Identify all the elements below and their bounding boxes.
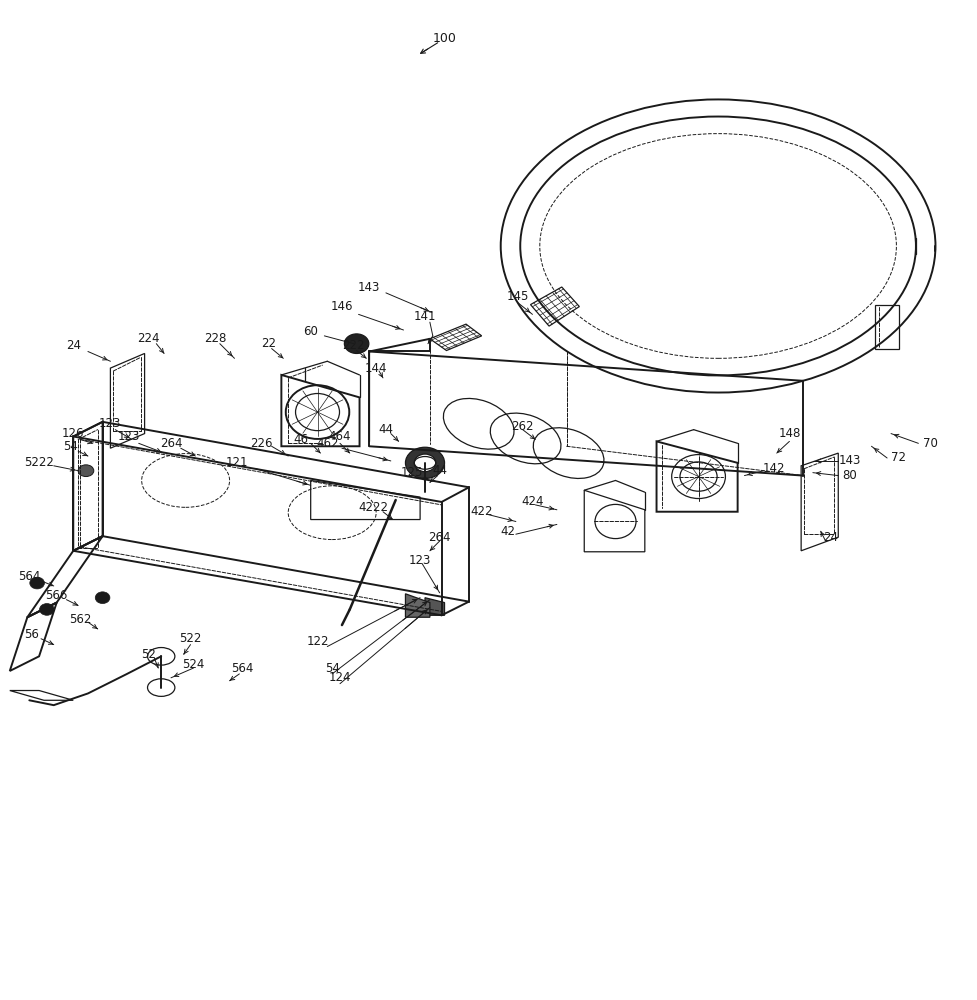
Text: 124: 124 (328, 671, 352, 684)
Text: 52: 52 (141, 648, 156, 661)
Text: 123: 123 (409, 554, 431, 567)
Text: 562: 562 (69, 613, 91, 626)
Ellipse shape (29, 577, 45, 589)
Text: 100: 100 (433, 32, 456, 45)
Text: 44: 44 (378, 423, 394, 436)
Text: 24: 24 (823, 531, 838, 544)
Text: 464: 464 (328, 430, 352, 443)
Text: 524: 524 (183, 658, 204, 671)
Text: 5222: 5222 (24, 456, 54, 469)
Text: 566: 566 (46, 589, 67, 602)
Text: 125: 125 (402, 466, 423, 479)
Text: 144: 144 (364, 362, 388, 375)
Text: 226: 226 (250, 437, 274, 450)
Text: 126: 126 (62, 427, 85, 440)
Text: 564: 564 (232, 662, 253, 675)
Text: 142: 142 (762, 462, 786, 475)
Text: 46: 46 (293, 433, 309, 446)
Text: 44: 44 (432, 464, 447, 477)
Text: 264: 264 (428, 531, 451, 544)
Ellipse shape (78, 465, 94, 477)
Text: 72: 72 (891, 451, 907, 464)
Ellipse shape (405, 447, 445, 479)
Ellipse shape (39, 604, 54, 615)
Text: 122: 122 (306, 635, 329, 648)
Text: 70: 70 (922, 437, 938, 450)
Text: 146: 146 (330, 300, 354, 313)
Polygon shape (425, 598, 445, 615)
Text: 80: 80 (842, 469, 858, 482)
Ellipse shape (414, 454, 436, 472)
Text: 564: 564 (19, 570, 40, 583)
Text: 4222: 4222 (359, 501, 388, 514)
Text: 222: 222 (342, 339, 365, 352)
Text: 145: 145 (507, 290, 529, 303)
Text: 121: 121 (225, 456, 248, 469)
Text: 54: 54 (63, 440, 78, 453)
Text: 522: 522 (180, 632, 201, 645)
Text: 56: 56 (23, 628, 39, 641)
Text: 422: 422 (470, 505, 493, 518)
Text: 141: 141 (413, 310, 437, 323)
Text: 262: 262 (511, 420, 534, 433)
Text: 264: 264 (159, 437, 183, 450)
Text: 224: 224 (137, 332, 160, 345)
Text: 143: 143 (359, 281, 380, 294)
Text: 228: 228 (204, 332, 226, 345)
Text: 42: 42 (500, 525, 516, 538)
Text: 148: 148 (779, 427, 800, 440)
Polygon shape (405, 594, 430, 617)
Text: 123: 123 (118, 430, 140, 443)
Text: 60: 60 (303, 325, 319, 338)
Text: 54: 54 (324, 662, 340, 675)
Ellipse shape (95, 592, 109, 604)
Text: 143: 143 (839, 454, 861, 467)
Text: 22: 22 (261, 337, 276, 350)
Text: 123: 123 (99, 417, 120, 430)
Text: 462: 462 (316, 437, 339, 450)
Ellipse shape (344, 334, 368, 353)
Text: 424: 424 (521, 495, 544, 508)
Text: 24: 24 (65, 339, 81, 352)
